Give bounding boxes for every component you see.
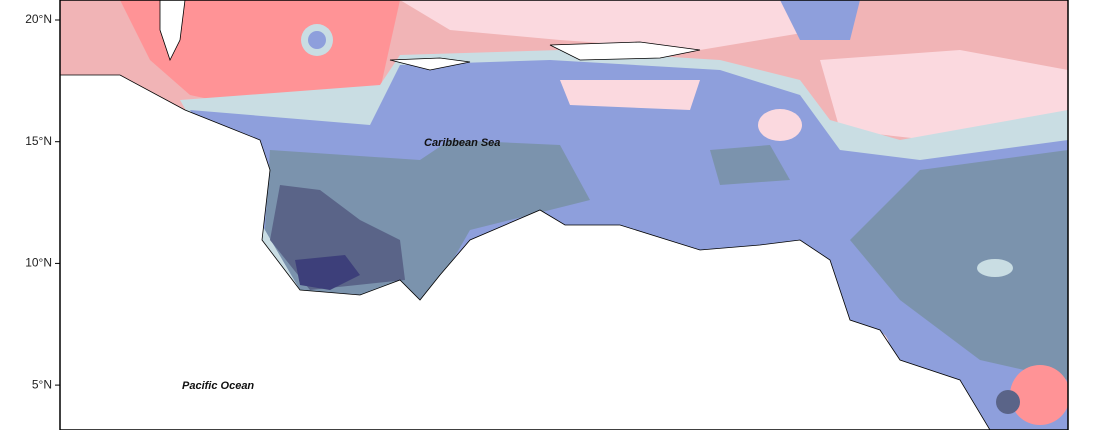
map-field bbox=[60, 0, 1068, 430]
land bbox=[60, 74, 991, 430]
field-spot bbox=[1010, 365, 1068, 425]
field-blue bbox=[780, 0, 860, 40]
land bbox=[159, 0, 186, 62]
y-tick-label: 10°N bbox=[25, 256, 52, 270]
field-slate bbox=[850, 150, 1068, 380]
y-axis: 20°N 15°N 10°N 5°N bbox=[25, 12, 60, 391]
panel-border bbox=[59, 0, 1069, 430]
field-light-pink bbox=[560, 80, 700, 110]
field-darkest bbox=[295, 255, 360, 290]
island bbox=[389, 57, 471, 71]
field-spot bbox=[977, 259, 1013, 277]
place-label: Caribbean Sea bbox=[424, 137, 500, 149]
place-label: Pacific Ocean bbox=[182, 380, 254, 392]
field-spot bbox=[996, 390, 1020, 414]
island bbox=[549, 41, 701, 61]
field-light-pink bbox=[400, 0, 820, 50]
field-light-pink bbox=[820, 50, 1068, 140]
y-tick-label: 20°N bbox=[25, 12, 52, 26]
field-spot bbox=[308, 31, 326, 49]
y-tick-label: 5°N bbox=[32, 377, 52, 391]
field-slate bbox=[710, 145, 790, 185]
y-tick-label: 15°N bbox=[25, 134, 52, 148]
field-spot bbox=[758, 109, 802, 141]
